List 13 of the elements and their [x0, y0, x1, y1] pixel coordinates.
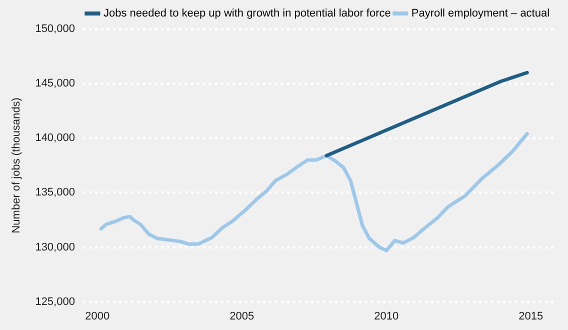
y-tick-label: 140,000: [35, 132, 75, 144]
y-tick-label: 145,000: [35, 78, 75, 90]
y-tick-label: 125,000: [35, 296, 75, 308]
x-tick-label: 2000: [85, 310, 110, 322]
y-tick-label: 135,000: [35, 186, 75, 199]
x-tick-label: 2010: [374, 310, 399, 322]
x-tick-label: 2005: [230, 310, 254, 322]
y-tick-label: 130,000: [35, 241, 75, 254]
legend-label: Jobs needed to keep up with growth in potential labor force: [103, 8, 391, 20]
x-tick-label: 2015: [518, 310, 544, 322]
y-tick-label: 150,000: [35, 23, 75, 36]
legend-label: Payroll employment – actual: [411, 8, 550, 20]
y-axis-title: Number of jobs (thousands): [10, 98, 23, 234]
